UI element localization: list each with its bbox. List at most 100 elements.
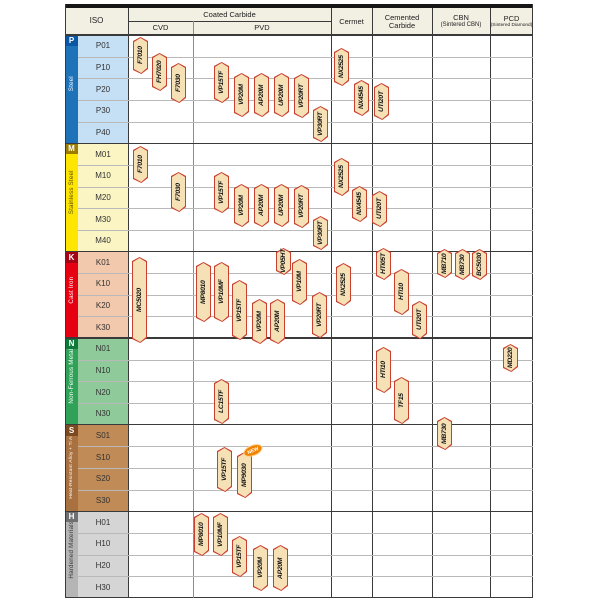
grade-banner-M-F7010: F7010 — [133, 146, 148, 183]
iso-row-label-K10: K10 — [78, 273, 128, 295]
grade-application-chart: ISO Coated Carbide CVD PVD Cermet Cement… — [0, 0, 600, 600]
header-cermet-label: Cermet — [339, 18, 364, 26]
grade-label: UP20M — [274, 184, 289, 227]
grade-banner-K-VP10M: VP10M — [292, 259, 307, 305]
grade-label: VP15TF — [217, 447, 232, 492]
grade-banner-P-VP20RT: VP20RT — [294, 74, 309, 118]
gridline — [65, 597, 533, 598]
grade-label: AP20M — [273, 545, 288, 591]
grade-label: VP20RT — [294, 185, 309, 228]
header-cbn-line2: (Sintered CBN) — [441, 22, 482, 28]
grade-label: VP10M — [292, 259, 307, 305]
grade-banner-K-MB730: MB730 — [455, 249, 470, 280]
grade-label: AP20M — [254, 184, 269, 227]
gridline-row — [78, 533, 533, 534]
grade-banner-P-UP20M: UP20M — [274, 73, 289, 117]
grade-label: NX4545 — [354, 80, 369, 116]
grade-banner-N-MD220: MD220 — [503, 344, 518, 372]
grade-banner-M-UP20M: UP20M — [274, 184, 289, 227]
grade-label: VP20RT — [312, 292, 327, 338]
iso-row-label-P30: P30 — [78, 100, 128, 122]
gridline-row — [78, 230, 533, 231]
iso-letter-H: H — [65, 511, 78, 522]
grade-label: AP20M — [270, 299, 285, 344]
material-band-P: Steel — [65, 35, 78, 143]
header-cbn-line1: CBN — [453, 14, 469, 22]
grade-label: VP30RT — [313, 216, 328, 250]
grade-label: LC15TF — [214, 379, 229, 424]
grade-banner-H-VP10MF: VP10MF — [213, 513, 228, 556]
iso-letter-K: K — [65, 252, 78, 263]
gridline — [432, 8, 433, 598]
grade-label: VP15TF — [232, 280, 247, 340]
grade-label: MB730 — [455, 249, 470, 280]
grade-banner-P-NX2525: NX2525 — [334, 48, 349, 86]
iso-row-label-K30: K30 — [78, 316, 128, 338]
grade-banner-M-F7030: F7030 — [171, 172, 186, 212]
grade-label: UP20M — [274, 73, 289, 117]
grade-banner-P-NX4545: NX4545 — [354, 80, 369, 116]
gridline-row — [78, 490, 533, 491]
grade-label: VP10MF — [214, 262, 229, 322]
grade-banner-K-NX2525: NX2525 — [336, 263, 351, 306]
grade-label: FH7020 — [152, 53, 167, 91]
grade-label: F7030 — [171, 63, 186, 103]
grade-banner-P-UTi20T: UTi20T — [374, 83, 389, 120]
header-coated-carbide: Coated Carbide — [128, 8, 331, 21]
grade-banner-H-AP20M: AP20M — [273, 545, 288, 591]
grade-label: UTi20T — [372, 191, 387, 227]
grade-label: NX4545 — [352, 186, 367, 222]
material-band-label: Stainless Steel — [65, 143, 78, 251]
material-band-S: Heat-Resistant Alloy + Ti Alloy — [65, 425, 78, 512]
grade-banner-K-UTi20T: UTi20T — [412, 301, 427, 339]
iso-row-label-S20: S20 — [78, 468, 128, 490]
grade-label: UTi20T — [374, 83, 389, 120]
grade-banner-S-MP9030: MP9030NEW — [237, 452, 252, 498]
grade-banner-K-AP20M: AP20M — [270, 299, 285, 344]
gridline — [532, 4, 533, 598]
grade-label: VP20M — [252, 299, 267, 344]
grade-banner-P-F7010: F7010 — [133, 37, 148, 74]
grade-banner-M-VP20M: VP20M — [234, 184, 249, 227]
iso-row-label-S01: S01 — [78, 425, 128, 447]
grade-banner-S-MB730: MB730 — [437, 417, 452, 450]
gridline — [331, 8, 332, 598]
material-band-H: Hardened Materials — [65, 511, 78, 598]
grade-banner-K-MC5020: MC5020 — [132, 257, 147, 343]
grade-banner-M-NX2525: NX2525 — [334, 158, 349, 196]
grade-label: VP30RT — [313, 106, 328, 142]
grade-banner-S-VP15TF: VP15TF — [217, 447, 232, 492]
gridline — [65, 4, 66, 598]
iso-row-label-M01: M01 — [78, 143, 128, 165]
grade-label: VP15TF — [232, 536, 247, 577]
grade-banner-K-MP8010: MP8010 — [196, 262, 211, 322]
material-band-M: Stainless Steel — [65, 143, 78, 251]
header-cbn: CBN (Sintered CBN) — [432, 8, 490, 35]
iso-row-label-H30: H30 — [78, 576, 128, 598]
grade-label: MB730 — [437, 417, 452, 450]
header-pcd-line1: PCD — [504, 15, 520, 23]
grade-banner-H-MP8010: MP8010 — [194, 513, 209, 556]
grade-label: MP8010 — [194, 513, 209, 556]
iso-letter-S: S — [65, 425, 78, 436]
iso-row-label-N10: N10 — [78, 360, 128, 382]
grade-label: VP15TF — [214, 62, 229, 103]
section-divider — [65, 511, 533, 513]
material-band-label: Hardened Materials — [65, 511, 78, 598]
grade-banner-H-VP20M: VP20M — [253, 545, 268, 591]
header-pvd-label: PVD — [254, 24, 269, 32]
grade-banner-K-HTi10: HTi10 — [394, 269, 409, 315]
grade-banner-P-AP20M: AP20M — [254, 73, 269, 117]
grade-label: NX2525 — [334, 48, 349, 86]
grade-label: VP20M — [253, 545, 268, 591]
material-band-label: Heat-Resistant Alloy + Ti Alloy — [65, 425, 78, 512]
iso-row-label-P01: P01 — [78, 35, 128, 57]
grade-banner-K-VP20RT: VP20RT — [312, 292, 327, 338]
grade-label: F7030 — [171, 172, 186, 212]
grade-banner-P-FH7020: FH7020 — [152, 53, 167, 91]
iso-letter-P: P — [65, 35, 78, 46]
grade-banner-M-NX4545: NX4545 — [352, 186, 367, 222]
iso-row-label-H01: H01 — [78, 511, 128, 533]
grade-label: VP05HT — [276, 248, 291, 275]
material-band-label: Steel — [65, 35, 78, 143]
